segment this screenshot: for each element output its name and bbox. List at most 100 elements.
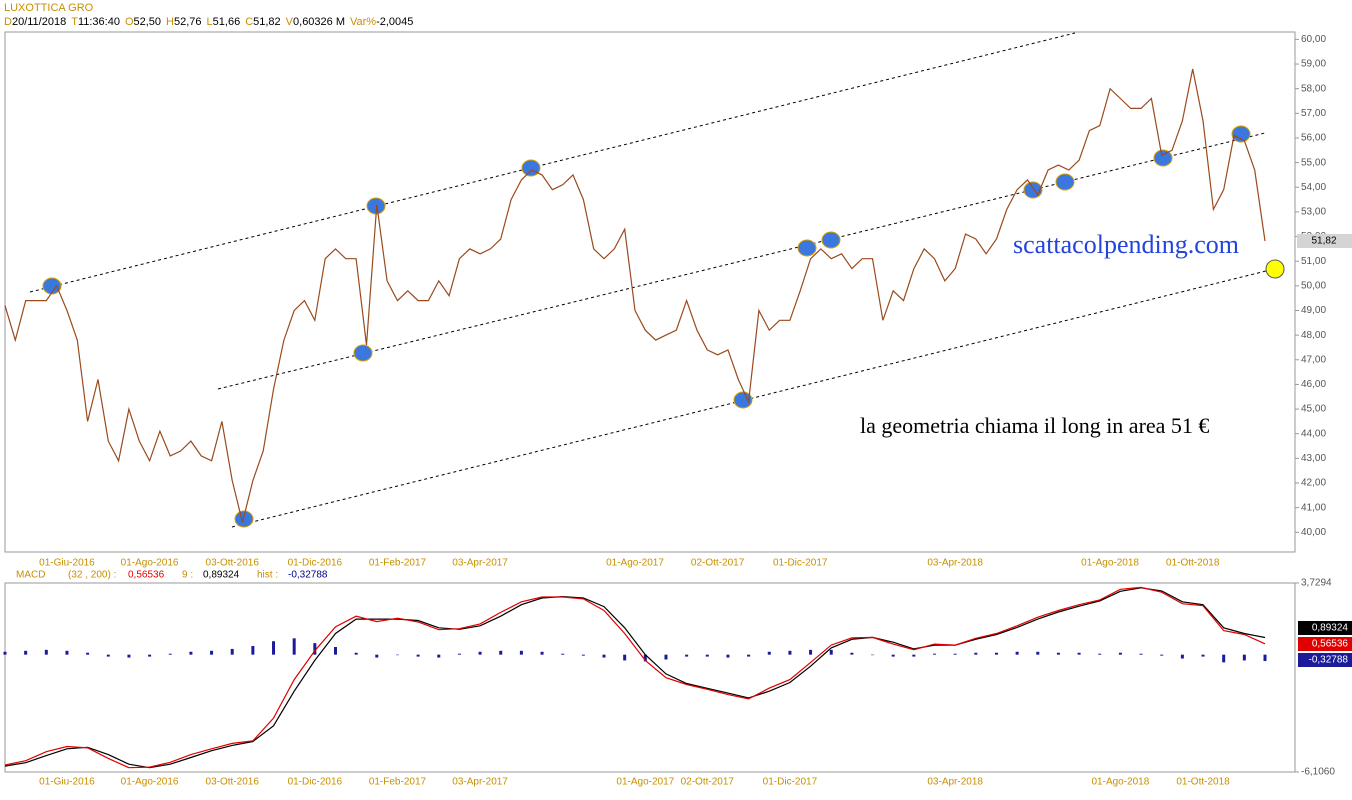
field-value: -2,0045 <box>376 16 414 28</box>
y-tick-label: 56,00 <box>1301 133 1326 144</box>
histogram-bar <box>1118 652 1122 655</box>
touch-marker <box>42 277 62 295</box>
histogram-bar <box>974 652 978 655</box>
y-tick-label: 44,00 <box>1301 428 1326 439</box>
x-tick-label: 01-Dic-2016 <box>288 558 343 569</box>
histogram-bar <box>478 651 482 655</box>
target-marker <box>1265 259 1285 279</box>
x-tick-label: 01-Ago-2018 <box>1081 558 1139 569</box>
histogram-bar <box>602 654 606 658</box>
field-key: T <box>71 16 78 28</box>
macd-legend-2: 9 : <box>182 570 193 581</box>
histogram-bar <box>705 654 709 657</box>
histogram-bar <box>395 654 399 656</box>
field-key: L <box>206 16 213 28</box>
histogram-bar <box>24 650 28 655</box>
x-tick-label: 02-Ott-2017 <box>681 777 735 788</box>
histogram-bar <box>1222 654 1226 663</box>
y-tick-label: 47,00 <box>1301 354 1326 365</box>
field-value: 52,76 <box>174 16 202 28</box>
histogram-bar <box>519 650 523 655</box>
y-tick-label: 53,00 <box>1301 207 1326 218</box>
histogram-bar <box>871 654 875 656</box>
touch-marker <box>1153 149 1173 167</box>
x-tick-label: 01-Giu-2016 <box>39 558 95 569</box>
histogram-bar <box>457 653 461 655</box>
histogram-bar <box>767 651 771 655</box>
x-tick-label: 01-Ott-2018 <box>1176 777 1230 788</box>
histogram-bar <box>1201 654 1205 657</box>
x-tick-label: 01-Feb-2017 <box>369 777 427 788</box>
touch-marker <box>521 159 541 177</box>
histogram-bar <box>313 643 317 655</box>
histogram-bar <box>416 654 420 657</box>
histogram-bar <box>437 654 441 658</box>
field-value: 51,82 <box>253 16 281 28</box>
histogram-bar <box>1139 653 1143 655</box>
histogram-bar <box>747 654 751 657</box>
value-tag <box>1298 621 1352 635</box>
histogram-bar <box>86 652 90 655</box>
x-tick-label: 01-Feb-2017 <box>369 558 427 569</box>
x-tick-label: 01-Dic-2017 <box>763 777 818 788</box>
field-value: 11:36:40 <box>77 16 120 28</box>
histogram-bar <box>127 654 131 658</box>
x-tick-label: 03-Apr-2017 <box>452 777 508 788</box>
y-tick-label: 41,00 <box>1301 502 1326 513</box>
histogram-bar <box>581 654 585 656</box>
histogram-bar <box>891 654 895 657</box>
y-tick-label: 48,00 <box>1301 330 1326 341</box>
histogram-bar <box>251 646 255 655</box>
annotation: la geometria chiama il long in area 51 € <box>860 413 1209 438</box>
y-tick-label: 49,00 <box>1301 305 1326 316</box>
field-key: D <box>4 16 12 28</box>
histogram-bar <box>354 652 358 655</box>
value-tag-label: -0,32788 <box>1309 655 1349 666</box>
histogram-bar <box>726 654 730 658</box>
x-tick-label: 02-Ott-2017 <box>691 558 745 569</box>
field-value: 52,50 <box>133 16 162 28</box>
touch-marker <box>733 391 753 409</box>
touch-marker <box>1231 125 1251 143</box>
x-tick-label: 01-Giu-2016 <box>39 777 95 788</box>
field-key: V <box>285 16 294 28</box>
histogram-bar <box>148 654 152 657</box>
y-tick-label: 54,00 <box>1301 182 1326 193</box>
y-tick-label: 57,00 <box>1301 108 1326 119</box>
last-price-label: 51,82 <box>1311 236 1336 247</box>
x-tick-label: 01-Dic-2017 <box>773 558 828 569</box>
trend-lines <box>29 32 1271 528</box>
macd-line <box>4 586 1266 769</box>
last-price-tag <box>1297 233 1352 248</box>
field-key: O <box>124 16 134 28</box>
middle-trend-line <box>217 132 1266 390</box>
x-tick-label: 03-Apr-2017 <box>452 558 508 569</box>
x-tick-label: 01-Ago-2017 <box>616 777 674 788</box>
quote-fields: D20/11/2018 T11:36:40 O52,50 H52,76 L51,66 C5… <box>4 15 413 29</box>
y-tick-label: -6,1060 <box>1301 767 1335 778</box>
x-tick-label: 01-Ago-2017 <box>606 558 664 569</box>
instrument-title: LUXOTTICA GRO <box>4 2 94 14</box>
price-line <box>4 68 1266 523</box>
histogram-bar <box>1263 654 1267 661</box>
watermark: scattacolpending.com <box>1013 230 1239 259</box>
histogram-bar <box>1160 654 1164 656</box>
histogram-bar <box>850 652 854 655</box>
histogram-bar <box>189 651 193 655</box>
y-tick-label: 58,00 <box>1301 83 1326 94</box>
histogram-bar <box>1180 654 1184 659</box>
y-tick-label: 51,00 <box>1301 256 1326 267</box>
histogram-bar <box>292 638 296 655</box>
histogram-bar <box>829 649 833 655</box>
macd-frame <box>4 582 1296 773</box>
touch-marker <box>234 510 254 528</box>
y-tick-label: 40,00 <box>1301 527 1326 538</box>
histogram-bar <box>953 653 957 655</box>
touch-marker <box>1055 173 1075 191</box>
histogram-bar <box>1056 652 1060 655</box>
histogram-bar <box>44 649 48 655</box>
x-tick-label: 03-Ott-2016 <box>206 777 260 788</box>
y-tick-label: 3,7294 <box>1301 578 1332 589</box>
